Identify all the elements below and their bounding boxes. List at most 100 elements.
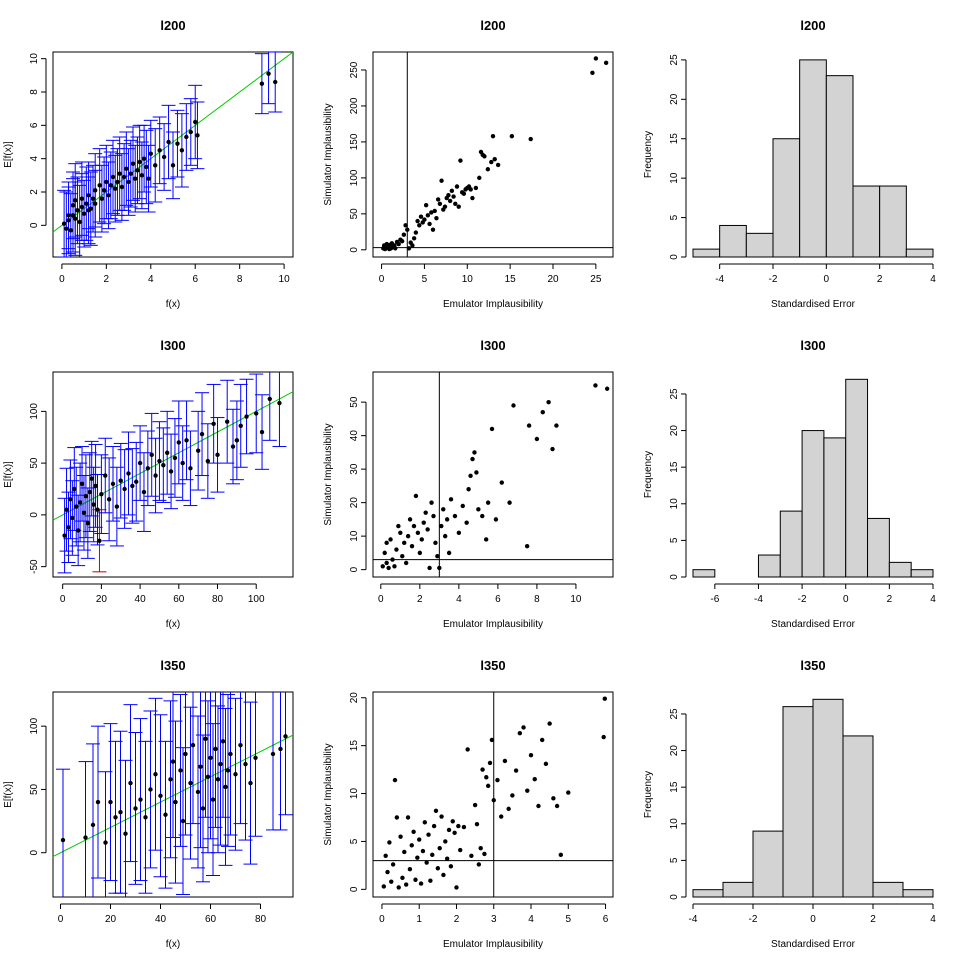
data-point bbox=[417, 550, 423, 556]
data-point bbox=[407, 517, 413, 522]
data-point bbox=[484, 775, 489, 780]
data-point bbox=[88, 206, 93, 211]
y-tick-label: 15 bbox=[669, 461, 680, 473]
data-point bbox=[464, 520, 469, 525]
data-point bbox=[238, 423, 243, 429]
y-tick-label: 200 bbox=[349, 97, 360, 114]
histogram-bar bbox=[879, 185, 907, 258]
data-point bbox=[446, 827, 452, 833]
x-tick-label: 40 bbox=[135, 594, 147, 605]
y-tick-label: 15 bbox=[669, 133, 680, 145]
x-axis-label: Standardised Error bbox=[771, 619, 856, 630]
histogram-bar bbox=[902, 889, 934, 898]
data-point bbox=[210, 797, 216, 802]
data-point bbox=[148, 787, 153, 792]
x-tick-label: 0 bbox=[379, 274, 385, 285]
data-point bbox=[195, 448, 201, 453]
data-point bbox=[474, 470, 479, 475]
data-point bbox=[95, 799, 101, 805]
y-axis-label: Frequency bbox=[643, 771, 654, 818]
y-tick-label: 30 bbox=[349, 463, 360, 475]
data-point bbox=[134, 479, 139, 484]
data-point bbox=[115, 179, 120, 185]
x-tick-label: 20 bbox=[96, 594, 108, 605]
data-point bbox=[566, 790, 571, 795]
data-point bbox=[108, 799, 113, 805]
data-point bbox=[405, 815, 411, 820]
panel-l350-errorbar: l350 0 20 40 60 80 0 50 100 f(x) E[f(x)] bbox=[3, 658, 294, 950]
data-point bbox=[547, 721, 552, 726]
data-point bbox=[141, 156, 147, 161]
data-point bbox=[122, 486, 127, 492]
data-point bbox=[205, 458, 211, 464]
y-tick-label: 150 bbox=[349, 133, 360, 150]
data-point bbox=[385, 869, 390, 875]
data-point bbox=[113, 186, 118, 191]
data-point bbox=[428, 878, 433, 883]
data-point bbox=[422, 820, 428, 825]
y-tick-label: 10 bbox=[669, 172, 680, 184]
x-tick-label: 2 bbox=[417, 594, 423, 605]
x-tick-label: 60 bbox=[173, 594, 185, 605]
data-point bbox=[179, 148, 185, 153]
y-axis-label: Simulator Implausibility bbox=[323, 103, 334, 205]
y-tick-label: 8 bbox=[29, 89, 40, 95]
data-point bbox=[495, 777, 500, 783]
panel-l200-histogram: l200 -4 -2 0 2 4 0 5 10 15 20 25 Standardised Error F… bbox=[643, 18, 936, 310]
data-point bbox=[392, 777, 398, 783]
data-point bbox=[390, 557, 395, 562]
plot-title: l200 bbox=[160, 18, 185, 33]
data-point bbox=[68, 228, 73, 233]
y-tick-label: 10 bbox=[349, 530, 360, 542]
x-tick-label: 6 bbox=[603, 914, 609, 925]
data-point bbox=[149, 452, 154, 458]
data-point bbox=[458, 158, 463, 163]
x-tick-label: 2 bbox=[887, 594, 893, 605]
data-point bbox=[432, 208, 437, 214]
data-point bbox=[532, 776, 537, 782]
data-point bbox=[137, 460, 143, 466]
y-tick-label: 50 bbox=[349, 396, 360, 408]
x-tick-label: 80 bbox=[212, 594, 224, 605]
x-tick-label: 60 bbox=[205, 914, 217, 925]
x-tick-label: 2 bbox=[877, 274, 883, 285]
histogram-bar bbox=[812, 698, 844, 898]
data-point bbox=[234, 438, 240, 443]
data-point bbox=[190, 742, 196, 748]
data-point bbox=[423, 510, 428, 515]
data-point bbox=[483, 537, 489, 542]
data-point bbox=[110, 481, 116, 487]
data-point bbox=[153, 163, 158, 168]
data-point bbox=[601, 734, 606, 740]
data-point bbox=[603, 60, 609, 65]
x-axis-label: f(x) bbox=[166, 619, 180, 630]
data-point bbox=[448, 497, 454, 502]
data-point bbox=[178, 768, 183, 773]
data-point bbox=[180, 818, 186, 824]
data-point bbox=[90, 822, 96, 828]
histogram-bar bbox=[692, 248, 721, 258]
histogram-bar bbox=[910, 569, 934, 578]
x-tick-label: 1 bbox=[416, 914, 422, 925]
data-point bbox=[215, 452, 220, 458]
data-point bbox=[430, 852, 435, 858]
data-point bbox=[421, 520, 426, 525]
data-point bbox=[168, 777, 173, 782]
y-tick-label: 20 bbox=[669, 745, 680, 757]
y-tick-label: 50 bbox=[349, 208, 360, 220]
y-axis-label: Frequency bbox=[643, 451, 654, 498]
x-tick-label: 10 bbox=[279, 274, 291, 285]
data-point bbox=[114, 504, 120, 509]
plot-area bbox=[53, 372, 293, 574]
data-point bbox=[590, 70, 595, 76]
x-tick-label: 4 bbox=[930, 594, 936, 605]
data-point bbox=[83, 494, 89, 499]
data-point bbox=[539, 737, 545, 743]
data-point bbox=[83, 835, 88, 840]
data-point bbox=[402, 849, 407, 855]
data-point bbox=[400, 875, 405, 881]
data-point bbox=[551, 796, 556, 801]
data-point bbox=[490, 133, 496, 139]
data-point bbox=[485, 500, 491, 505]
data-point bbox=[393, 246, 398, 251]
